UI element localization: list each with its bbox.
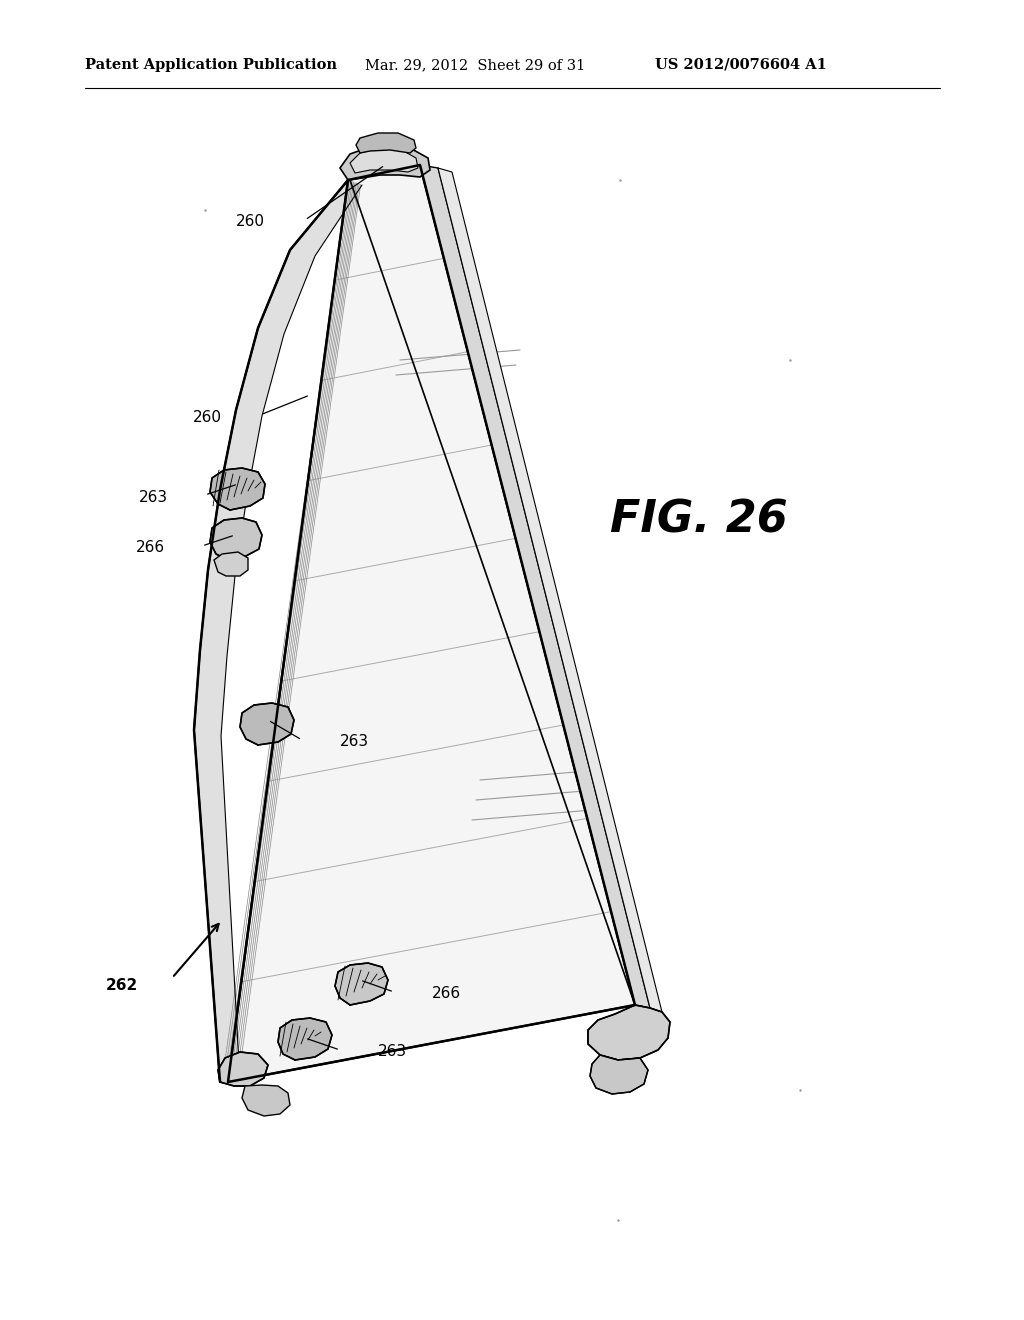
Text: 262: 262 [105,978,138,993]
Polygon shape [588,1005,670,1060]
Text: 263: 263 [139,491,168,506]
Text: 263: 263 [340,734,369,750]
Polygon shape [210,469,265,510]
Polygon shape [340,145,430,180]
Polygon shape [420,165,650,1008]
Text: 266: 266 [136,540,165,556]
Polygon shape [228,165,635,1082]
Polygon shape [278,1018,332,1060]
Text: Patent Application Publication: Patent Application Publication [85,58,337,73]
Text: FIG. 26: FIG. 26 [610,499,787,541]
Polygon shape [335,964,388,1005]
Polygon shape [242,1085,290,1115]
Text: 266: 266 [432,986,461,1002]
Polygon shape [210,517,262,560]
Polygon shape [214,552,248,576]
Polygon shape [438,168,662,1012]
Polygon shape [356,133,416,153]
Text: 260: 260 [236,214,265,230]
Polygon shape [240,704,294,744]
Text: 260: 260 [193,411,222,425]
Polygon shape [194,180,362,1082]
Text: Mar. 29, 2012  Sheet 29 of 31: Mar. 29, 2012 Sheet 29 of 31 [365,58,586,73]
Polygon shape [590,1055,648,1094]
Polygon shape [350,148,418,173]
Text: 263: 263 [378,1044,408,1060]
Polygon shape [218,1052,268,1086]
Text: US 2012/0076604 A1: US 2012/0076604 A1 [655,58,826,73]
